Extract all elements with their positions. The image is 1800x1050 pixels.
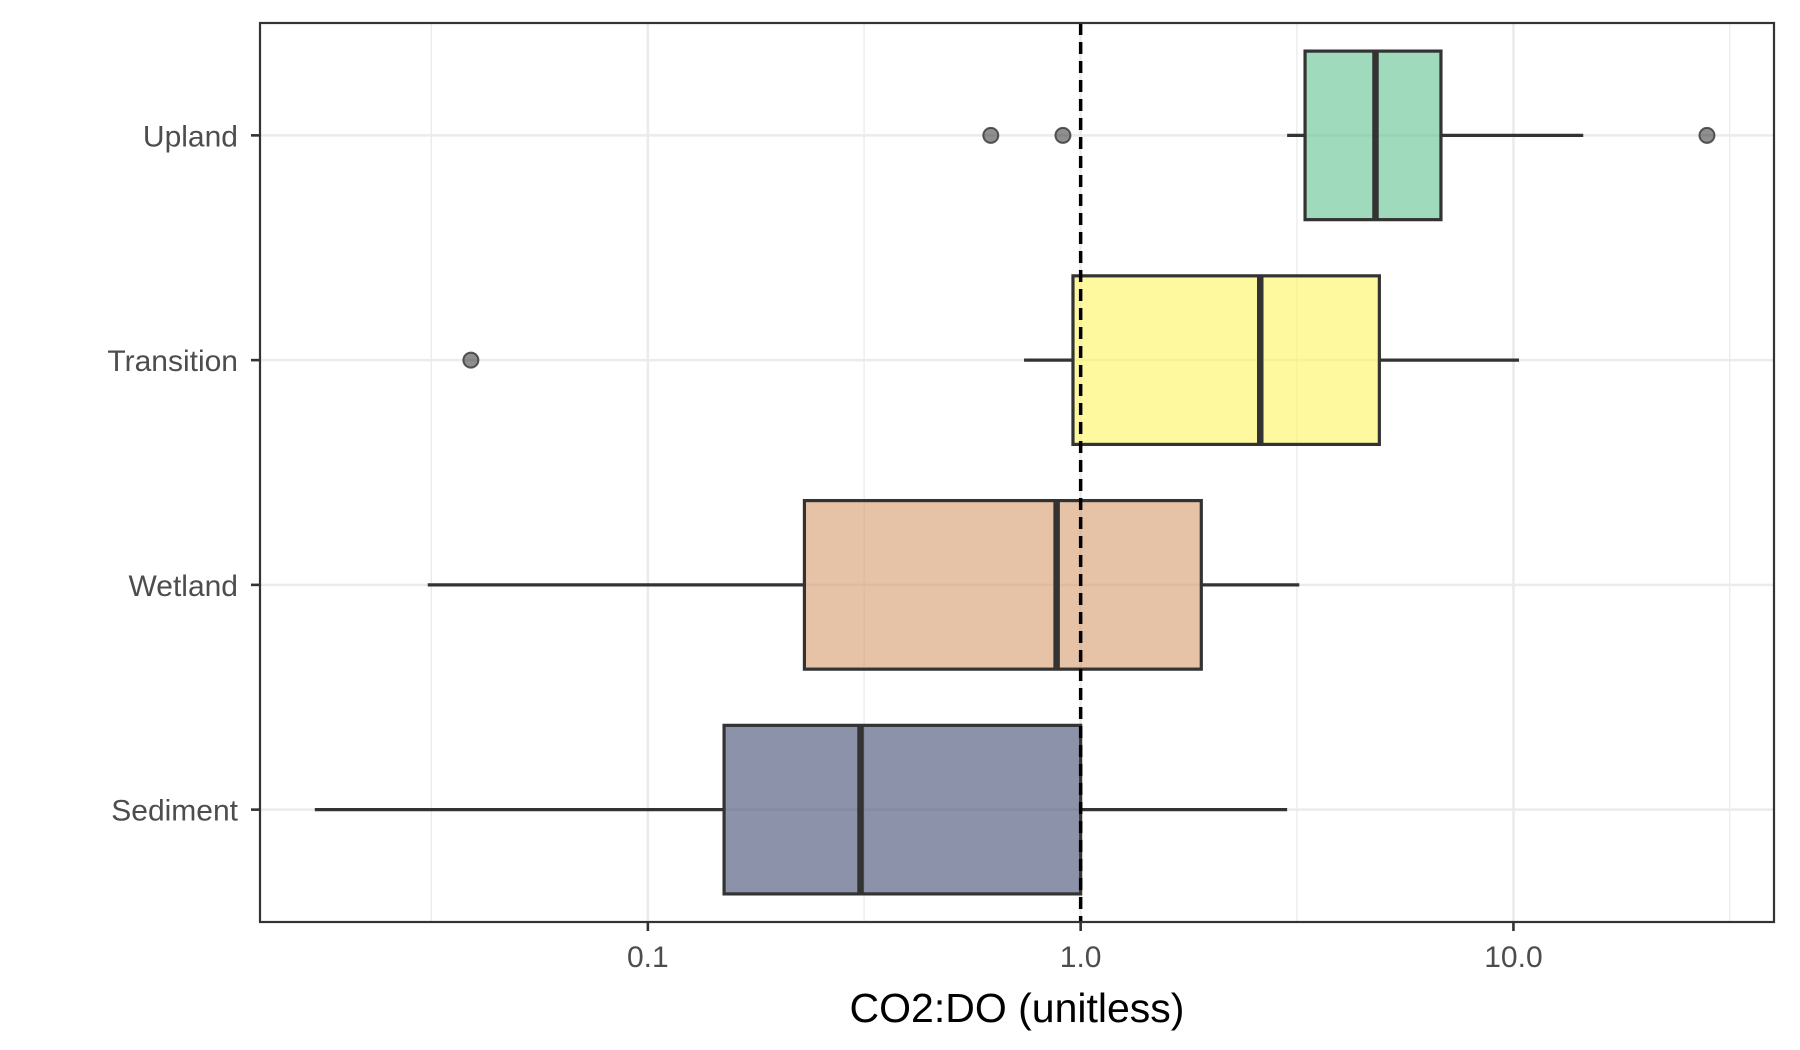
x-tick-label: 0.1 [627, 941, 669, 974]
y-tick-label: Upland [143, 120, 238, 153]
y-tick-label: Wetland [128, 570, 238, 603]
x-axis-title: CO2:DO (unitless) [850, 985, 1185, 1031]
box-transition [462, 274, 1519, 447]
box-sediment [314, 723, 1288, 896]
outlier-point [1698, 126, 1716, 144]
box-series [314, 49, 1716, 896]
axes: Upland Transition Wetland Sediment 0.1 1.0 10.… [107, 120, 1542, 974]
box-wetland [427, 498, 1300, 671]
panel-border [258, 21, 1776, 924]
x-tick-label: 1.0 [1060, 941, 1102, 974]
outlier-point [1054, 126, 1072, 144]
outlier-point [982, 126, 1000, 144]
y-tick-label: Transition [107, 345, 238, 378]
box-iqr [722, 723, 1083, 896]
x-tick-label: 10.0 [1484, 941, 1542, 974]
box-iqr [802, 498, 1203, 671]
box-upland [982, 49, 1716, 222]
box-iqr [1071, 274, 1381, 447]
outlier-point [462, 351, 480, 369]
y-tick-label: Sediment [111, 795, 238, 828]
